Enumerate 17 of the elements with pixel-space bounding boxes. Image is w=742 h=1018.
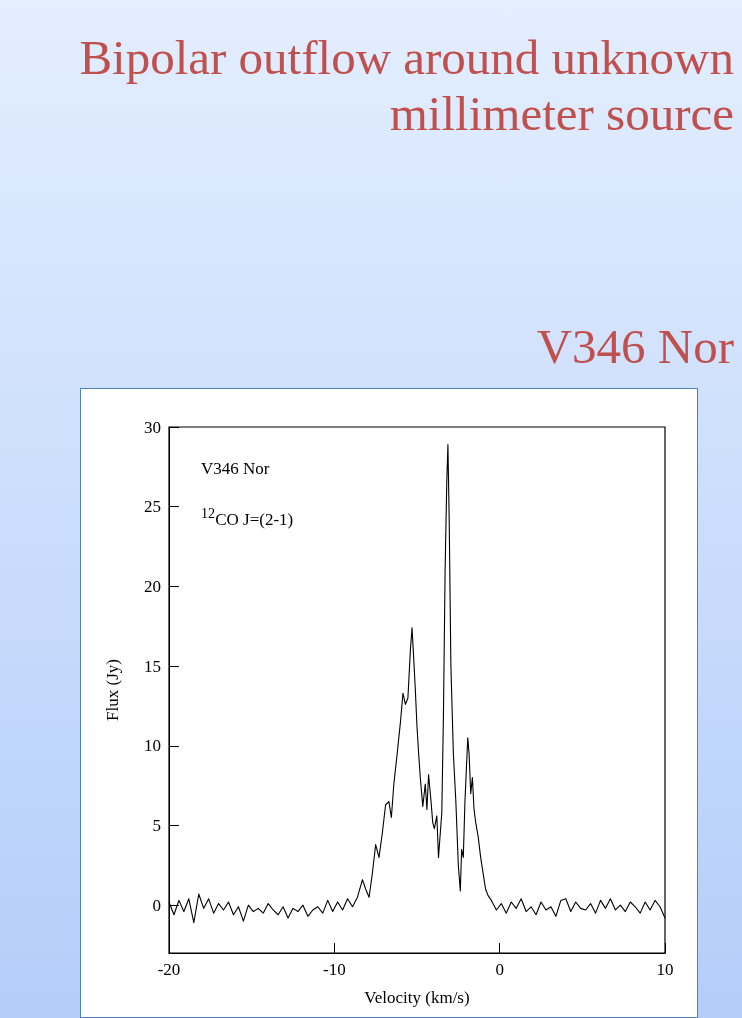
annotation: V346 Nor <box>201 458 271 480</box>
x-axis-title: Velocity (km/s) <box>364 988 470 1007</box>
x-tick-label: -10 <box>323 960 346 979</box>
y-tick-label: 10 <box>144 736 161 756</box>
y-tick-label: 30 <box>144 417 161 437</box>
y-axis-title: Flux (Jy) <box>103 659 122 721</box>
x-tick-label: -20 <box>157 960 181 979</box>
y-tick-label: 20 <box>144 576 161 596</box>
y-tick-label: 15 <box>144 656 161 676</box>
chart-subtitle: V346 Nor <box>536 318 734 375</box>
x-tick-label: 10 <box>656 960 674 979</box>
chart-title: Bipolar outflow around unknown millimeter source <box>78 30 734 142</box>
y-tick-label: 5 <box>152 815 161 835</box>
y-tick-label: 25 <box>144 497 161 517</box>
y-tick-label: 0 <box>152 895 161 915</box>
annotation: $^{12}$CO J=(2-1) <box>201 504 294 531</box>
x-tick-label: 0 <box>495 960 504 979</box>
